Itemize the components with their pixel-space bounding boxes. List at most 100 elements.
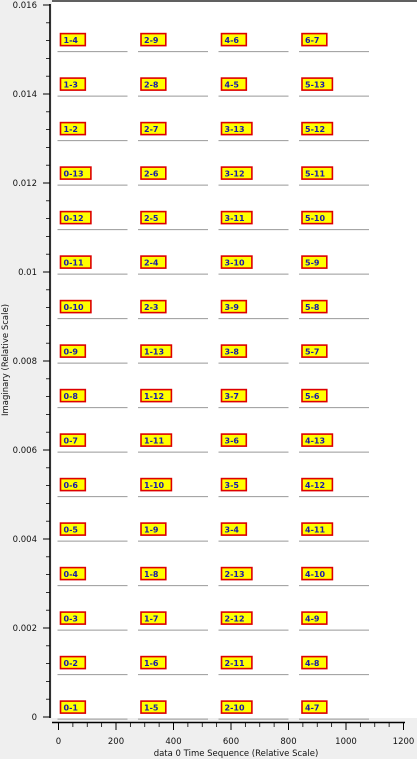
point-label: 4-6 <box>225 36 240 45</box>
point-label: 5-7 <box>305 348 319 357</box>
point-label: 1-10 <box>144 481 164 490</box>
point-label: 3-12 <box>225 170 245 179</box>
point-label-box <box>140 433 173 447</box>
point-label-box <box>301 477 334 492</box>
point-label: 0-8 <box>64 392 79 401</box>
point-label-box <box>301 566 334 581</box>
point-label-group: 6-7 <box>299 32 369 53</box>
x-tick-label: 600 <box>223 737 239 747</box>
point-label-box <box>220 433 248 447</box>
point-label-group: 3-13 <box>218 121 289 142</box>
point-label-box <box>59 166 92 180</box>
point-label: 0-9 <box>64 348 79 357</box>
point-label-box <box>301 344 328 358</box>
point-label-group: 1-2 <box>57 121 128 142</box>
x-axis: 0 200 400 600 800 1000 1200 <box>56 722 414 747</box>
point-label-box <box>140 477 173 492</box>
point-label-box <box>220 166 253 180</box>
point-label-group: 3-11 <box>218 210 289 231</box>
point-label-group: 0-8 <box>57 388 128 409</box>
point-label-group: 3-4 <box>218 522 289 542</box>
x-tick-label: 1000 <box>335 737 357 747</box>
point-label-group: 4-10 <box>299 566 369 587</box>
point-label-box <box>59 255 92 269</box>
point-label-box <box>59 299 92 314</box>
point-label: 4-10 <box>305 570 325 579</box>
point-label-group: 1-3 <box>57 77 128 97</box>
point-label-box <box>59 388 87 403</box>
point-label-box <box>301 299 328 314</box>
point-label-box <box>301 522 334 536</box>
y-tick-label: 0.016 <box>13 1 37 11</box>
point-label-box <box>140 611 167 625</box>
point-label: 5-8 <box>305 303 320 312</box>
point-label-group: 5-11 <box>299 166 369 186</box>
point-label-box <box>59 433 87 447</box>
point-label-box <box>220 299 248 314</box>
point-label: 2-10 <box>225 704 245 713</box>
point-label: 2-12 <box>225 615 245 624</box>
point-label: 1-2 <box>64 125 78 134</box>
point-label: 0-2 <box>64 659 78 668</box>
point-label-group: 2-7 <box>138 121 208 142</box>
point-label-box <box>301 611 328 625</box>
point-label-group: 1-11 <box>138 433 208 453</box>
point-label: 3-11 <box>225 214 245 223</box>
point-label-group: 5-6 <box>299 388 369 409</box>
point-label-group: 4-12 <box>299 477 369 498</box>
point-label: 3-7 <box>225 392 239 401</box>
point-label-box <box>301 77 334 91</box>
point-label-box <box>220 344 248 358</box>
point-label-group: 5-13 <box>299 77 369 97</box>
point-label-box <box>140 700 167 714</box>
point-label-group: 1-8 <box>138 566 208 587</box>
point-label: 3-8 <box>225 348 240 357</box>
point-label-group: 5-7 <box>299 344 369 364</box>
point-label-box <box>301 32 328 47</box>
point-label: 5-12 <box>305 125 325 134</box>
point-label: 3-9 <box>225 303 240 312</box>
point-label-group: 0-5 <box>57 522 128 542</box>
point-label-group: 1-5 <box>138 700 208 720</box>
point-label-box <box>140 522 167 536</box>
point-label-group: 4-7 <box>299 700 369 720</box>
point-label-group: 4-13 <box>299 433 369 453</box>
point-label-box <box>301 121 334 136</box>
point-label-box <box>301 210 334 225</box>
point-label-box <box>59 121 87 136</box>
point-label: 5-6 <box>305 392 320 401</box>
point-label: 5-13 <box>305 81 325 90</box>
point-label: 1-7 <box>144 615 158 624</box>
point-label-group: 3-8 <box>218 344 289 364</box>
point-label-group: 1-9 <box>138 522 208 542</box>
point-label-box <box>220 121 253 136</box>
point-label-box <box>59 700 87 714</box>
y-tick-label: 0.01 <box>18 268 37 278</box>
point-label-box <box>140 166 167 180</box>
point-label: 0-4 <box>64 570 79 579</box>
point-label-box <box>140 121 167 136</box>
point-label: 4-13 <box>305 437 325 446</box>
point-label: 1-3 <box>64 81 78 90</box>
point-label-group: 1-7 <box>138 611 208 631</box>
point-label: 1-5 <box>144 704 159 713</box>
point-label-box <box>59 210 92 225</box>
point-label: 0-11 <box>64 259 84 268</box>
point-label-box <box>220 522 248 536</box>
point-label-box <box>140 655 167 670</box>
point-label: 1-6 <box>144 659 159 668</box>
point-label-box <box>59 611 87 625</box>
point-label: 4-9 <box>305 615 320 624</box>
point-label-box <box>140 255 167 269</box>
point-label: 0-13 <box>64 170 84 179</box>
point-label-group: 3-10 <box>218 255 289 275</box>
point-label: 0-3 <box>64 615 78 624</box>
y-tick-label: 0 <box>32 713 37 723</box>
point-label-group: 3-5 <box>218 477 289 498</box>
y-tick-label: 0.004 <box>13 535 37 545</box>
x-tick-label: 200 <box>108 737 124 747</box>
point-label-box <box>301 255 328 269</box>
point-label: 5-11 <box>305 170 325 179</box>
point-label-box <box>140 566 167 581</box>
point-label-group: 4-8 <box>299 655 369 676</box>
